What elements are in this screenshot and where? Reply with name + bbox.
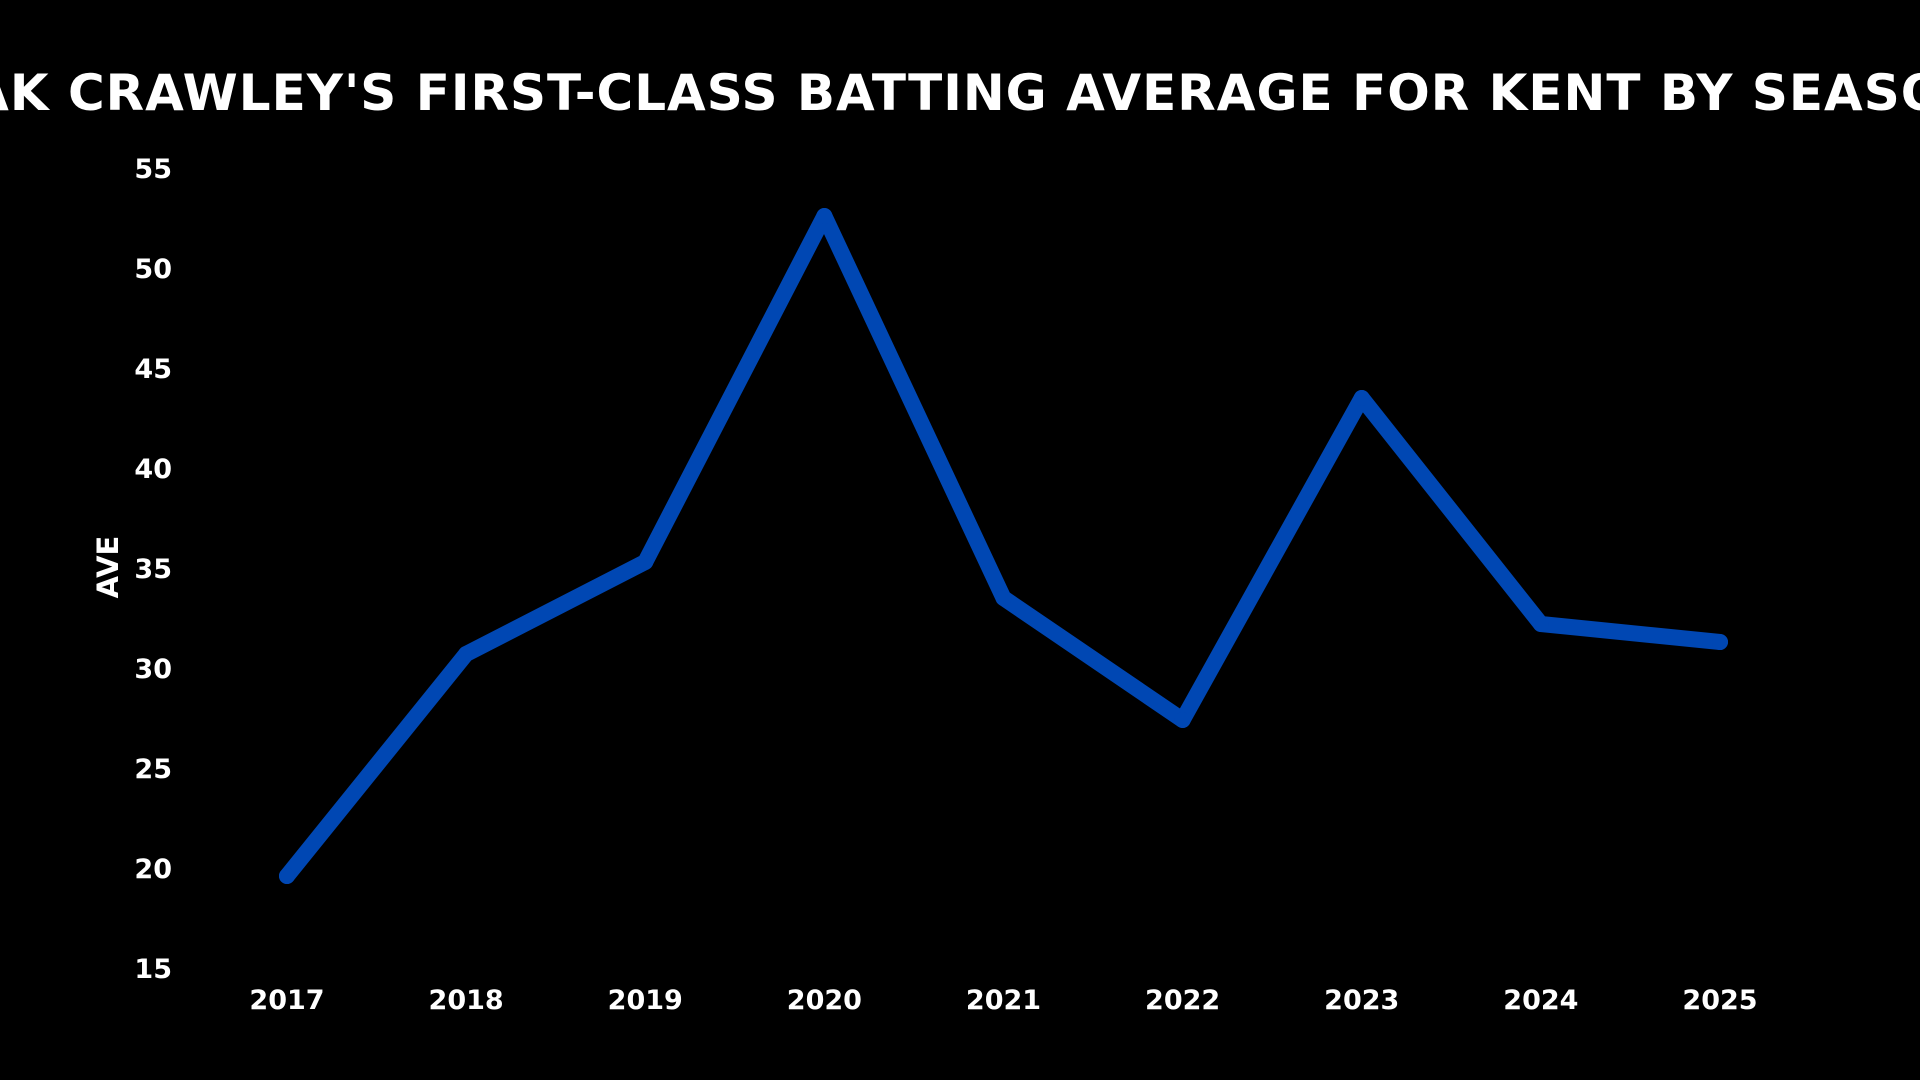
- chart-title: ZAK CRAWLEY'S FIRST-CLASS BATTING AVERAG…: [0, 64, 1920, 122]
- data-point: [637, 554, 654, 570]
- data-point: [279, 868, 295, 884]
- x-tick-label: 2023: [1324, 985, 1399, 1016]
- x-tick-label: 2025: [1682, 985, 1757, 1016]
- y-axis-ticks: 15 20 25 30 35 40 45 50 55: [134, 154, 172, 985]
- x-tick-label: 2024: [1503, 985, 1578, 1016]
- y-tick-label: 15: [134, 954, 172, 985]
- y-tick-label: 35: [134, 554, 172, 585]
- y-axis-label: AVE: [91, 536, 125, 599]
- y-tick-label: 55: [134, 154, 172, 185]
- x-tick-label: 2020: [787, 985, 862, 1016]
- data-point: [995, 590, 1012, 606]
- y-tick-label: 25: [134, 754, 172, 785]
- x-tick-label: 2019: [608, 985, 683, 1016]
- data-point: [1353, 390, 1370, 406]
- data-point: [1712, 634, 1728, 650]
- x-tick-label: 2021: [966, 985, 1041, 1016]
- y-tick-label: 20: [134, 854, 172, 885]
- data-point: [1174, 712, 1191, 728]
- x-tick-label: 2018: [429, 985, 504, 1016]
- data-point: [816, 208, 833, 224]
- x-tick-label: 2022: [1145, 985, 1220, 1016]
- data-point: [458, 646, 475, 662]
- x-axis-ticks: 2017 2018 2019 2020 2021 2022 2023 2024 2025: [249, 985, 1757, 1016]
- data-point: [1532, 616, 1549, 632]
- y-tick-label: 45: [134, 354, 172, 385]
- y-tick-label: 40: [134, 454, 172, 485]
- series-line: [279, 208, 1728, 884]
- series-layer: [279, 208, 1728, 884]
- y-tick-label: 50: [134, 254, 172, 285]
- x-tick-label: 2017: [249, 985, 324, 1016]
- y-tick-label: 30: [134, 654, 172, 685]
